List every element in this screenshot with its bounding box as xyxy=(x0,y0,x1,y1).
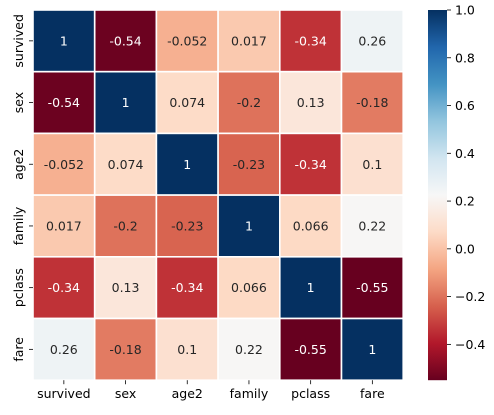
cell-value-label: 0.066 xyxy=(293,218,329,233)
heatmap-cell-family-age2 xyxy=(155,194,219,258)
cell-value-label: 0.26 xyxy=(50,342,78,357)
y-tick-label-pclass: pclass xyxy=(11,268,26,307)
cell-value-label: -0.18 xyxy=(109,342,141,357)
heatmap-cells xyxy=(32,9,405,382)
cell-value-label: -0.54 xyxy=(48,95,80,110)
heatmap-cell-sex-fare xyxy=(340,70,405,135)
heatmap-cell-pclass-age2 xyxy=(155,255,219,320)
colorbar-tick-label: 0.8 xyxy=(455,50,475,65)
heatmap-cell-sex-sex xyxy=(93,70,158,135)
x-axis: survived sex age2 family pclass fare xyxy=(37,380,385,401)
cell-value-label: -0.23 xyxy=(233,157,265,172)
heatmap-cell-sex-family xyxy=(217,70,281,135)
heatmap-cell-fare-fare xyxy=(340,317,405,382)
cell-value-label: -0.34 xyxy=(48,280,80,295)
y-tick-label-family: family xyxy=(11,206,26,245)
x-tick-label-pclass: pclass xyxy=(291,386,330,401)
y-axis: survived sex age2 family pclass fare xyxy=(11,14,33,362)
y-tick-label-age2: age2 xyxy=(11,149,26,180)
cell-value-label: -0.052 xyxy=(167,33,207,48)
x-tick-label-age2: age2 xyxy=(172,386,203,401)
cell-value-label: -0.2 xyxy=(113,218,137,233)
cell-value-label: 0.13 xyxy=(297,95,325,110)
cell-value-label: 0.22 xyxy=(358,218,386,233)
y-tick-label-survived: survived xyxy=(11,14,26,67)
x-tick-label-fare: fare xyxy=(360,386,385,401)
cell-value-label: -0.34 xyxy=(294,157,326,172)
heatmap-cell-family-fare xyxy=(340,194,405,258)
cell-value-label: -0.18 xyxy=(356,95,388,110)
cell-value-label: 1 xyxy=(307,280,315,295)
cell-value-label: 1 xyxy=(122,95,130,110)
cell-value-label: -0.34 xyxy=(294,33,326,48)
y-tick-label-fare: fare xyxy=(11,337,26,362)
cell-value-label: 1 xyxy=(368,342,376,357)
cell-value-label: -0.34 xyxy=(171,280,203,295)
heatmap-cell-age2-sex xyxy=(93,132,158,196)
heatmap-cell-fare-survived xyxy=(32,317,96,382)
heatmap-cell-age2-family xyxy=(217,132,281,196)
cell-value-label: -0.55 xyxy=(356,280,388,295)
heatmap-cell-pclass-pclass xyxy=(278,255,343,320)
y-tick-label-sex: sex xyxy=(11,92,26,113)
heatmap-cell-family-pclass xyxy=(278,194,343,258)
colorbar-tick-label: 1.0 xyxy=(455,3,475,18)
heatmap-cell-labels: 1 -0.54 -0.052 0.017 -0.34 0.26 -0.54 1 0.074 -0.… xyxy=(44,33,389,357)
heatmap-cell-family-sex xyxy=(93,194,158,258)
cell-value-label: 0.066 xyxy=(231,280,267,295)
heatmap-cell-family-survived xyxy=(32,194,96,258)
heatmap-cell-age2-pclass xyxy=(278,132,343,196)
cell-value-label: 0.22 xyxy=(235,342,263,357)
colorbar-tick-label: −0.4 xyxy=(455,337,485,352)
cell-value-label: -0.54 xyxy=(109,33,141,48)
colorbar-tick-label: 0.6 xyxy=(455,98,475,113)
heatmap-cell-pclass-fare xyxy=(340,255,405,320)
cell-value-label: 0.074 xyxy=(169,95,205,110)
cell-value-label: -0.23 xyxy=(171,218,203,233)
cell-value-label: 0.26 xyxy=(358,33,386,48)
x-tick-label-survived: survived xyxy=(37,386,90,401)
heatmap-cell-survived-sex xyxy=(93,9,158,73)
colorbar-tick-label: −0.2 xyxy=(455,289,485,304)
colorbar: 1.0 0.8 0.6 0.4 0.2 0.0 −0.2 −0.4 xyxy=(428,3,485,381)
cell-value-label: 1 xyxy=(60,33,68,48)
cell-value-label: 0.1 xyxy=(177,342,197,357)
cell-value-label: 0.1 xyxy=(362,157,382,172)
colorbar-tick-label: 0.4 xyxy=(455,146,475,161)
x-tick-label-family: family xyxy=(230,386,269,401)
colorbar-tick-label: 0.0 xyxy=(455,241,475,256)
colorbar-gradient xyxy=(428,10,447,381)
heatmap-cell-age2-fare xyxy=(340,132,405,196)
cell-value-label: 1 xyxy=(245,218,253,233)
heatmap-cell-survived-fare xyxy=(340,9,405,73)
heatmap-cell-family-family xyxy=(217,194,281,258)
colorbar-tick-label: 0.2 xyxy=(455,194,475,209)
cell-value-label: 0.13 xyxy=(112,280,140,295)
cell-value-label: 0.017 xyxy=(231,33,267,48)
cell-value-label: -0.55 xyxy=(294,342,326,357)
cell-value-label: 0.017 xyxy=(46,218,82,233)
heatmap-cell-pclass-family xyxy=(217,255,281,320)
cell-value-label: 1 xyxy=(183,157,191,172)
x-tick-label-sex: sex xyxy=(115,386,136,401)
cell-value-label: -0.052 xyxy=(44,157,84,172)
cell-value-label: 0.074 xyxy=(108,157,144,172)
cell-value-label: -0.2 xyxy=(237,95,261,110)
